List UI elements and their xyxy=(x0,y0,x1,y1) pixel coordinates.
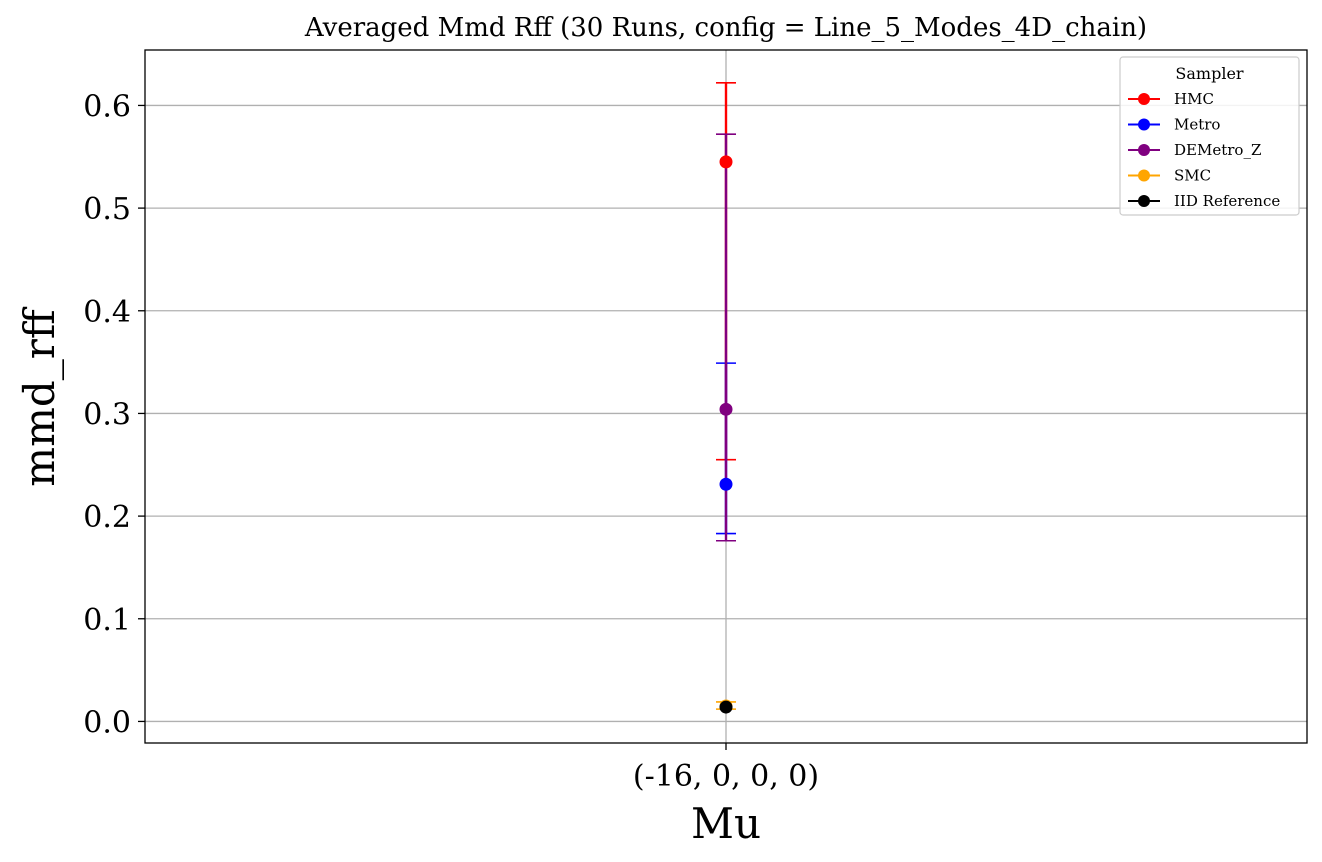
legend-entry-label: IID Reference xyxy=(1174,192,1280,210)
legend-marker xyxy=(1138,93,1150,105)
y-tick-label: 0.6 xyxy=(83,89,131,124)
legend: Sampler HMC Metro DEMetro_Z SMC IID Reference xyxy=(1119,56,1300,216)
y-tick-label: 0.4 xyxy=(83,295,131,330)
y-tick-label: 0.2 xyxy=(83,500,131,535)
legend-marker xyxy=(1138,118,1150,131)
axes: 0.0 0.1 0.2 0.3 0.4 0.5 0.6 (-16, 0, 0, 0) xyxy=(83,89,819,794)
data-point-metro xyxy=(719,477,733,491)
legend-marker xyxy=(1138,169,1150,182)
legend-entry-label: Metro xyxy=(1174,116,1220,134)
legend-title: Sampler xyxy=(1175,64,1244,83)
data-point-hmc xyxy=(719,155,733,169)
legend-entry-label: SMC xyxy=(1174,167,1211,185)
y-tick-label: 0.5 xyxy=(83,192,131,227)
x-axis-label: Mu xyxy=(691,799,761,848)
legend-box xyxy=(1119,56,1300,216)
data-marks xyxy=(716,82,736,714)
chart-title: Averaged Mmd Rff (30 Runs, config = Line… xyxy=(304,13,1147,43)
y-tick-label: 0.1 xyxy=(83,603,131,638)
y-tick-label: 0.0 xyxy=(83,705,131,740)
legend-marker xyxy=(1138,195,1150,207)
data-point-iid-reference xyxy=(719,700,733,714)
legend-entry-label: HMC xyxy=(1174,90,1214,108)
x-tick-label: (-16, 0, 0, 0) xyxy=(633,759,819,794)
legend-entry-label: DEMetro_Z xyxy=(1174,141,1261,159)
legend-marker xyxy=(1138,144,1150,156)
y-axis-label: mmd_rff xyxy=(15,306,64,487)
y-tick-label: 0.3 xyxy=(83,397,131,432)
data-point-demetro-z xyxy=(719,402,733,416)
